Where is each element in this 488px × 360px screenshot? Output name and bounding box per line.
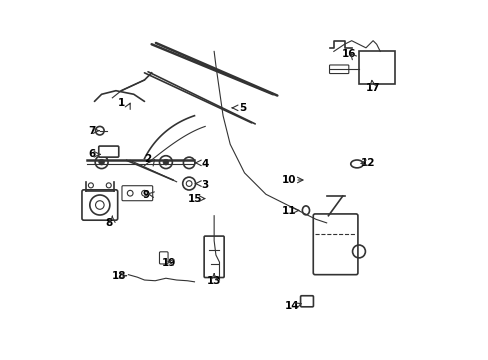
FancyBboxPatch shape	[159, 252, 168, 264]
Text: 11: 11	[281, 206, 296, 216]
FancyBboxPatch shape	[99, 146, 119, 157]
Text: 15: 15	[187, 194, 202, 203]
Text: 16: 16	[341, 49, 356, 59]
Text: 1: 1	[118, 98, 124, 108]
FancyBboxPatch shape	[122, 186, 152, 201]
Text: 9: 9	[142, 190, 149, 200]
FancyBboxPatch shape	[329, 65, 348, 73]
Text: 6: 6	[88, 149, 95, 159]
FancyBboxPatch shape	[203, 236, 224, 278]
FancyBboxPatch shape	[82, 190, 118, 220]
Circle shape	[163, 159, 168, 165]
Text: 18: 18	[111, 271, 126, 281]
Text: 5: 5	[239, 103, 246, 113]
Text: 3: 3	[201, 180, 208, 190]
FancyBboxPatch shape	[300, 296, 313, 307]
Text: 12: 12	[360, 158, 374, 168]
Text: 17: 17	[365, 83, 380, 93]
Text: 14: 14	[284, 301, 298, 311]
Text: 2: 2	[143, 154, 151, 163]
FancyBboxPatch shape	[313, 214, 357, 275]
Text: 4: 4	[201, 159, 208, 169]
Circle shape	[99, 159, 104, 165]
Text: 19: 19	[162, 258, 176, 268]
Text: 10: 10	[281, 175, 296, 185]
Text: 8: 8	[105, 218, 112, 228]
Bar	[358, 51, 394, 84]
Text: 13: 13	[206, 276, 221, 286]
Text: 7: 7	[88, 126, 95, 136]
